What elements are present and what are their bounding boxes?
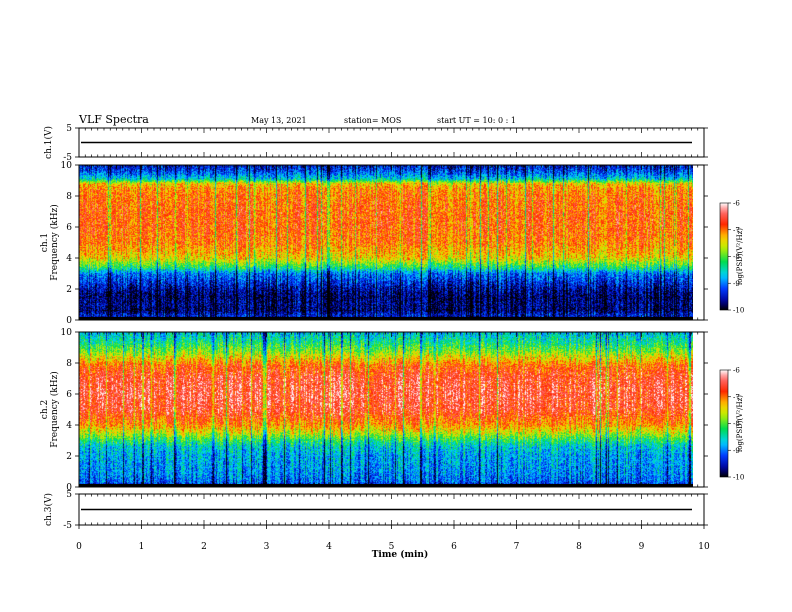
ch3-volt-panel: 5 -5 ch.3(V) [43,490,708,531]
ch1-spec-colorbar-tick-label: -7 [733,226,740,234]
ch1-spec-colorbar-label: log(PSD)(V²/Hz) [736,228,744,285]
ch1-spec-colorbar-tick-label: -6 [733,200,740,208]
chart-title: VLF Spectra [78,113,149,126]
ch2-spec-y-tick-label: 8 [66,359,72,369]
ch3-volt-y-axis-label: ch.3(V) [43,493,54,526]
x-axis-tick-label: 7 [514,542,520,552]
x-axis: 0 1 2 3 4 5 6 7 8 9 10 [76,525,710,552]
ch2-spec-colorbar [719,369,729,478]
ch2-spec-colorbar-tick-label: -10 [733,474,744,482]
x-axis-tick-label: 5 [389,542,395,552]
ch1-spec-floor [79,317,693,320]
x-axis-label: Time (min) [372,549,429,560]
panels-group: 5 -5 ch.1(V) -6 -7 -8 -9 -10 log(PSD)(V²/Hz) 0 2 4 6… [40,124,744,531]
ch1-spec-colorbar [719,202,729,311]
ch1-spec-y-tick-label: 6 [66,223,72,233]
ch1-volt-y-tick-label: -5 [63,153,72,163]
ch2-spec-y-tick-label: 6 [66,390,72,400]
ch2-spec-y-tick-label: 2 [66,452,72,462]
x-axis-tick-label: 0 [76,542,82,552]
ch2-spec-colorbar-label: log(PSD)(V²/Hz) [736,395,744,452]
ch2-spec-heatmap [79,332,693,487]
ch2-spec-colorbar-tick-label: -9 [733,447,740,455]
ch1-spec-colorbar-tick-label: -8 [733,253,740,261]
ch1-spec-y-axis-label: Frequency (kHz) [49,204,60,281]
x-axis-tick-label: 2 [201,542,207,552]
ch1-spec-heatmap [79,165,693,320]
ch2-spec-colorbar-tick-label: -8 [733,420,740,428]
ch1-volt-y-tick-label: 5 [66,124,72,134]
ch1-spec-y-tick-label: 10 [61,161,73,171]
x-axis-tick-label: 4 [326,542,332,552]
header-station: station= MOS [344,116,401,125]
ch2-spec-colorbar-tick-label: -7 [733,393,740,401]
ch2-spec-panel: -6 -7 -8 -9 -10 log(PSD)(V²/Hz) 0 2 4 6 8 10 ch.2 Fre… [40,328,744,493]
ch1-volt-panel: 5 -5 ch.1(V) [43,124,708,163]
ch2-spec-y-axis-label: Frequency (kHz) [49,371,60,448]
ch3-volt-y-tick-label: -5 [63,521,72,531]
ch1-volt-y-axis-label: ch.1(V) [43,126,54,159]
ch2-spec-floor [79,484,693,487]
ch2-spec-y-tick-label: 0 [66,483,72,493]
ch1-spec-colorbar-tick-label: -10 [733,307,744,315]
x-axis-tick-label: 1 [139,542,145,552]
ch2-spec-channel-label: ch.2 [40,400,50,419]
x-axis-tick-label: 10 [698,542,710,552]
ch1-spec-panel: -6 -7 -8 -9 -10 log(PSD)(V²/Hz) 0 2 4 6 8 10 ch.1 Fre… [40,161,744,326]
header-start-time: start UT = 10: 0 : 1 [437,116,516,125]
x-axis-tick-label: 3 [264,542,270,552]
ch2-spec-colorbar-tick-label: -6 [733,367,740,375]
x-axis-tick-label: 6 [451,542,457,552]
ch1-spec-y-tick-label: 2 [66,285,72,295]
ch3-volt-y-tick-label: 5 [66,490,72,500]
x-axis-tick-label: 9 [639,542,645,552]
ch1-spec-y-tick-label: 8 [66,192,72,202]
ch2-spec-y-tick-label: 10 [61,328,73,338]
ch1-spec-colorbar-tick-label: -9 [733,280,740,288]
x-axis-tick-label: 8 [576,542,582,552]
ch2-spec-y-tick-label: 4 [66,421,72,431]
ch1-spec-channel-label: ch.1 [40,233,50,252]
header-date: May 13, 2021 [251,116,307,125]
ch1-spec-y-tick-label: 0 [66,316,72,326]
ch1-spec-y-tick-label: 4 [66,254,72,264]
